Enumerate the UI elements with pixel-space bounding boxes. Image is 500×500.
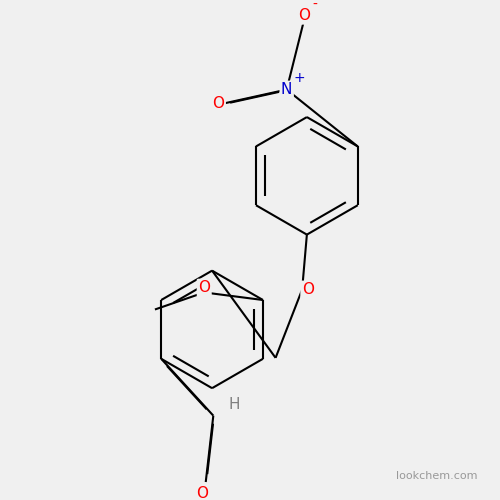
Text: O: O — [302, 282, 314, 297]
Text: O: O — [198, 280, 210, 295]
Text: N: N — [281, 82, 292, 97]
Text: H: H — [228, 397, 240, 412]
Text: lookchem.com: lookchem.com — [396, 471, 477, 481]
Text: O: O — [196, 486, 208, 500]
Text: O: O — [298, 8, 310, 23]
Text: +: + — [293, 71, 305, 85]
Text: O: O — [212, 96, 224, 112]
Text: -: - — [312, 0, 318, 12]
